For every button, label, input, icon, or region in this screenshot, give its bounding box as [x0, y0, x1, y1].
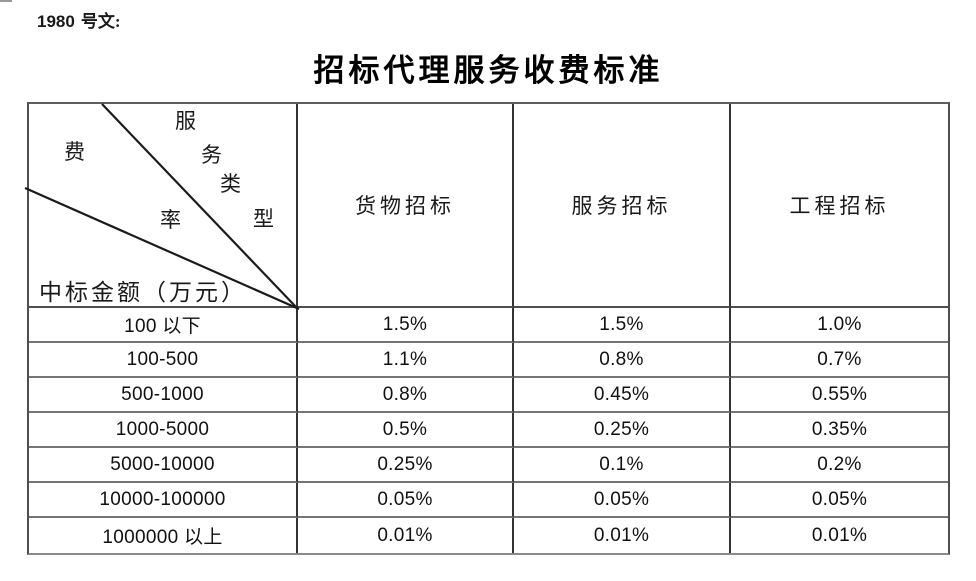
page-edge-artifact [0, 0, 12, 2]
amount-cell: 100 以下 [29, 308, 298, 343]
doc-number-value: 1980 [37, 12, 75, 31]
rate-axis-char: 费 [64, 140, 85, 164]
goods-rate-cell: 0.25% [298, 448, 514, 483]
doc-number-label: 号文: [80, 12, 121, 31]
goods-rate-cell: 0.5% [298, 413, 514, 448]
column-header-works: 工程招标 [731, 104, 948, 308]
amount-cell: 500-1000 [29, 378, 298, 413]
services-rate-cell: 0.25% [514, 413, 731, 448]
works-rate-cell: 0.35% [731, 413, 948, 448]
table-corner-cell: 服 务 类 型 费 率 中标金额（万元） [24, 103, 300, 311]
services-rate-cell: 1.5% [514, 308, 731, 343]
goods-rate-cell: 1.5% [298, 308, 514, 343]
amount-cell: 5000-10000 [29, 448, 298, 483]
works-rate-cell: 0.55% [731, 378, 948, 413]
services-rate-cell: 0.45% [514, 378, 731, 413]
column-header-services: 服务招标 [514, 104, 731, 308]
services-rate-cell: 0.01% [514, 518, 731, 553]
works-rate-cell: 0.01% [811, 524, 868, 546]
fee-standard-table: 服 务 类 型 费 率 中标金额（万元） 货物招标 服务招标 工程招标 100 … [24, 102, 950, 555]
col-axis-char: 务 [201, 143, 222, 167]
works-rate-cell: 1.0% [731, 308, 948, 343]
col-axis-char: 服 [175, 109, 196, 133]
amount-cell: 100-500 [29, 343, 298, 378]
rate-axis-char: 率 [160, 208, 181, 232]
row-axis-label: 中标金额（万元） [39, 280, 247, 305]
works-rate-cell: 0.7% [731, 343, 948, 378]
page-title: 招标代理服务收费标准 [313, 53, 664, 88]
works-rate-cell: 0.05% [731, 483, 948, 518]
goods-rate-cell: 0.01% [298, 518, 514, 553]
works-rate-cell: 0.2% [731, 448, 948, 483]
amount-cell: 1000000 以上 [29, 518, 298, 553]
services-rate-cell: 0.05% [514, 483, 731, 518]
column-header-goods: 货物招标 [298, 104, 514, 308]
doc-number: 1980 号文: [37, 7, 121, 32]
services-rate-cell: 0.8% [514, 343, 731, 378]
col-axis-char: 型 [253, 207, 274, 231]
amount-cell: 1000-5000 [29, 413, 298, 448]
goods-rate-cell: 0.8% [298, 378, 514, 413]
goods-rate-cell: 0.05% [298, 483, 514, 518]
col-axis-char: 类 [220, 172, 241, 196]
goods-rate-cell: 1.1% [298, 343, 514, 378]
services-rate-cell: 0.1% [514, 448, 731, 483]
amount-cell: 10000-100000 [29, 483, 298, 518]
